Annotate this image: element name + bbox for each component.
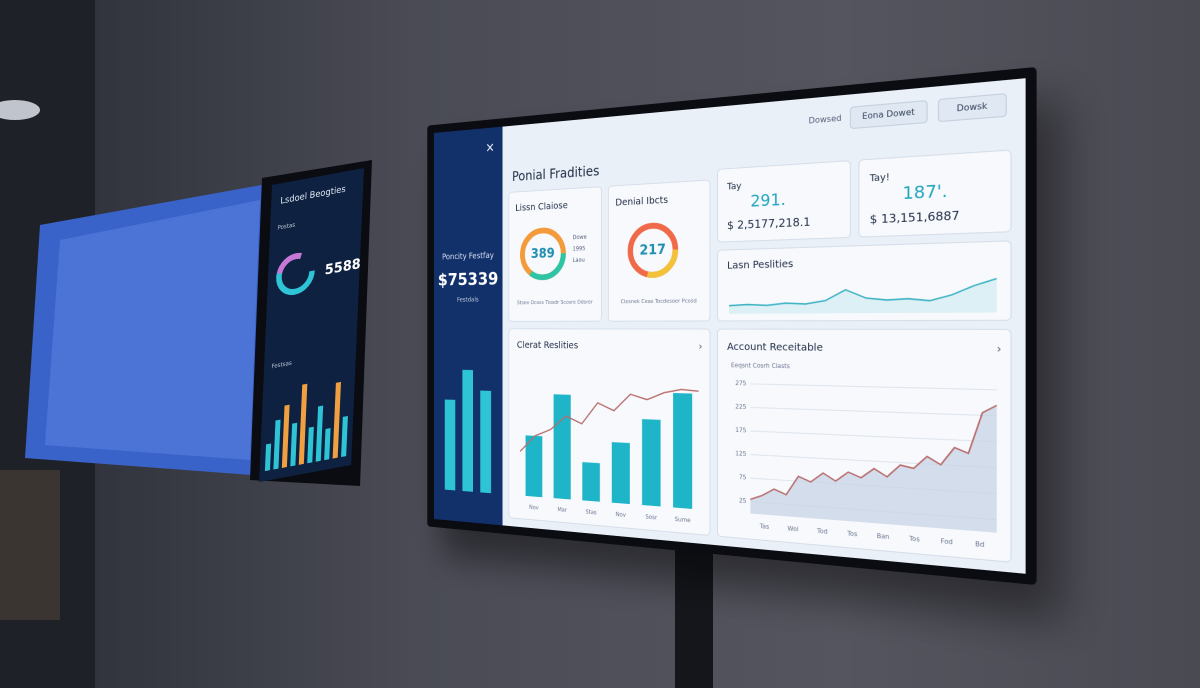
card-title: Denial Ibcts: [615, 195, 668, 209]
bar: [444, 399, 456, 491]
y-tick-label: 25: [739, 498, 746, 505]
bar: [324, 428, 331, 461]
card: [718, 161, 851, 243]
card: [718, 241, 1012, 321]
bar: [281, 404, 290, 468]
y-tick-label: 175: [735, 428, 746, 435]
header-button-label[interactable]: Eona Dowet: [862, 107, 915, 122]
card: [718, 329, 1012, 562]
card-title: Account Receitable: [727, 342, 823, 354]
sidebar: [433, 126, 503, 526]
bar: [307, 426, 314, 464]
card-value: 187'.: [903, 181, 948, 204]
left-label: Postas: [277, 222, 295, 231]
sidebar-value: $75339: [438, 269, 498, 290]
donut-value: 389: [531, 246, 555, 262]
left-dashboard: Lsdoel Beogties Postas 5588 Festsas: [259, 167, 365, 483]
card: [859, 150, 1011, 237]
card-amount: $ 13,151,6887: [870, 210, 960, 227]
x-tick-label: Nov: [529, 505, 539, 512]
close-button[interactable]: ×: [485, 140, 494, 156]
bar: [341, 415, 348, 458]
bar: [525, 435, 543, 498]
left-donut-segment: [276, 252, 315, 296]
main-display: × Poncity Festfay $75339 Festdals Dowsed…: [433, 78, 1026, 574]
card-title: Lasn Peslities: [727, 259, 793, 272]
ceiling-light: [0, 100, 40, 120]
main-screen: × Poncity Festfay $75339 Festdals Dowsed…: [427, 66, 1037, 586]
x-tick-label: Fod: [941, 539, 953, 547]
bar: [642, 419, 661, 507]
bar: [273, 419, 281, 470]
donut-legend: 1995: [573, 246, 586, 253]
more-button[interactable]: ›: [997, 344, 1002, 356]
sidebar-title: Poncity Festfay: [442, 250, 494, 262]
x-tick-label: Sosr: [645, 514, 658, 522]
card: [608, 180, 710, 321]
bar: [480, 390, 492, 494]
card-amount: $ 2,5177,218.1: [727, 216, 810, 232]
card-title: Tay: [726, 180, 742, 192]
bar: [332, 381, 341, 459]
header-link[interactable]: Dowsed: [809, 113, 842, 126]
bar: [462, 369, 474, 492]
donut-legend: Dowe: [573, 235, 588, 242]
card-value: 291.: [750, 190, 785, 211]
more-button[interactable]: ›: [699, 342, 703, 353]
chart-subtitle: Eeqsnt Cosrh Clasts: [731, 363, 790, 371]
bar: [264, 443, 272, 472]
y-tick-label: 125: [735, 451, 746, 458]
cabinet: [0, 470, 60, 620]
bar: [673, 393, 693, 509]
y-tick-label: 275: [735, 381, 746, 388]
y-tick-label: 225: [735, 404, 746, 411]
x-tick-label: Stas: [586, 509, 597, 516]
y-tick-label: 75: [739, 475, 746, 482]
x-tick-label: Tos: [908, 536, 920, 544]
left-value: 5588: [325, 256, 362, 279]
left-section: Festsas: [271, 360, 292, 370]
page-title: Ponial Fradities: [512, 163, 600, 185]
card-title: Lissn Claiose: [515, 201, 568, 214]
bar: [553, 394, 571, 500]
x-tick-label: Tod: [816, 528, 828, 536]
x-tick-label: Bd: [975, 541, 984, 549]
bar: [582, 462, 600, 502]
donut-value: 217: [640, 242, 666, 259]
bar: [290, 422, 298, 467]
card-caption: Clesnek Ceas Tocdesoer Pcosd: [621, 298, 697, 305]
bar: [315, 405, 324, 462]
stand: [675, 540, 713, 688]
card-title: Clerat Reslities: [517, 341, 579, 352]
x-tick-label: Sume: [675, 517, 692, 525]
x-tick-label: Mar: [557, 507, 567, 514]
x-tick-label: Ban: [877, 533, 890, 541]
bar: [298, 383, 308, 465]
sidebar-subtitle: Festdals: [457, 296, 479, 304]
x-tick-label: Nov: [616, 512, 627, 519]
card-title: Tay!: [869, 171, 890, 184]
card-caption: Stsee Dcoss Tiosdr Scosre Ddsrer: [517, 299, 594, 306]
left-donut: [276, 252, 315, 296]
bar: [611, 442, 630, 505]
x-tick-label: Tos: [846, 531, 857, 539]
photo-gloves: [45, 200, 260, 460]
header-button-label[interactable]: Dowsk: [957, 100, 989, 114]
x-tick-label: Tas: [759, 524, 770, 532]
card: [509, 187, 602, 322]
x-tick-label: Wol: [787, 526, 798, 534]
donut-legend: Laou: [573, 258, 585, 265]
